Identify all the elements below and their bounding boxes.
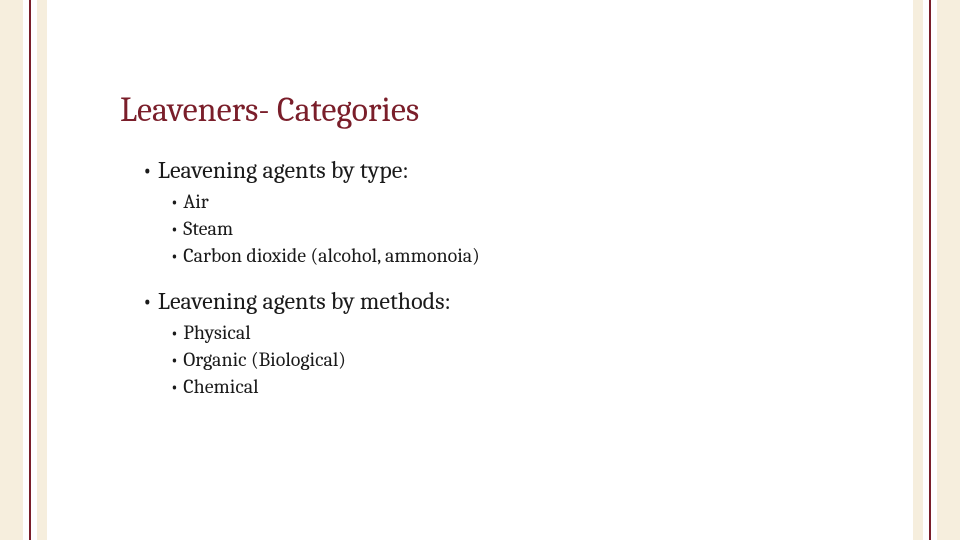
section-items: Air Steam Carbon dioxide (alcohol, ammon… xyxy=(170,190,870,267)
slide-title: Leaveners- Categories xyxy=(120,90,870,130)
list-item: Chemical xyxy=(170,375,870,398)
section-items: Physical Organic (Biological) Chemical xyxy=(170,321,870,398)
list-item: Physical xyxy=(170,321,870,344)
section-heading: Leavening agents by methods: xyxy=(142,287,870,315)
decor-band-line-left xyxy=(29,0,31,540)
list-item: Carbon dioxide (alcohol, ammonoia) xyxy=(170,244,870,267)
slide: Leaveners- Categories Leavening agents b… xyxy=(0,0,960,540)
list-item: Steam xyxy=(170,217,870,240)
section-heading: Leavening agents by type: xyxy=(142,156,870,184)
list-item: Organic (Biological) xyxy=(170,348,870,371)
decor-band-line-right xyxy=(929,0,931,540)
decor-band-inner-left xyxy=(37,0,47,540)
decor-band-inner-right xyxy=(913,0,923,540)
content-area: Leaveners- Categories Leavening agents b… xyxy=(120,90,870,418)
list-item: Air xyxy=(170,190,870,213)
decor-band-outer-right xyxy=(937,0,960,540)
decor-band-outer-left xyxy=(0,0,23,540)
